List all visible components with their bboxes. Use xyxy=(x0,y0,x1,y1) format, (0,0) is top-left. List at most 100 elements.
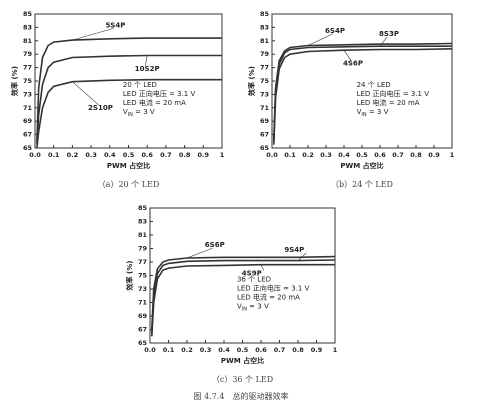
note: 36 个 LED xyxy=(237,276,271,284)
note: LED 正向电压 = 3.1 V xyxy=(237,284,310,293)
leader-line xyxy=(343,50,352,61)
note: LED 电流 = 20 mA xyxy=(357,98,420,107)
note: LED 电流 = 20 mA xyxy=(123,98,186,107)
series-label: 5S4P xyxy=(105,21,125,29)
y-tick-label: 73 xyxy=(260,90,269,98)
x-tick-label: 1 xyxy=(333,346,338,354)
y-axis-label: 效率 (%) xyxy=(247,66,256,96)
series-label: 10S2P xyxy=(135,65,160,73)
series-label: 6S6P xyxy=(205,241,225,249)
y-tick-label: 75 xyxy=(260,77,270,85)
y-tick-label: 71 xyxy=(23,104,33,112)
y-tick-label: 77 xyxy=(138,258,147,266)
figure-caption: 图 4.7.4 总的驱动器效率 xyxy=(194,391,289,401)
y-tick-label: 85 xyxy=(260,10,270,18)
x-tick-label: 0.5 xyxy=(123,151,135,159)
y-tick-label: 67 xyxy=(260,131,269,139)
x-tick-label: 0.4 xyxy=(338,151,350,159)
y-tick-label: 69 xyxy=(138,312,148,320)
leader-line xyxy=(144,55,148,66)
y-tick-label: 69 xyxy=(260,117,270,125)
y-tick-label: 79 xyxy=(138,245,148,253)
note-part: = 3 V xyxy=(247,303,269,311)
note: 24 个 LED xyxy=(357,81,391,89)
x-tick-label: 0.8 xyxy=(292,346,304,354)
series-line xyxy=(36,54,222,145)
x-axis-label: PWM 占空比 xyxy=(221,356,264,365)
y-tick-label: 71 xyxy=(260,104,270,112)
x-tick-label: 0.9 xyxy=(428,151,440,159)
y-tick-label: 65 xyxy=(138,339,148,347)
note-part: IN xyxy=(361,112,366,118)
y-tick-label: 83 xyxy=(23,23,32,31)
note-part: IN xyxy=(128,112,133,118)
chart-caption: （a）20 个 LED xyxy=(98,180,160,189)
chart-caption: （b）24 个 LED xyxy=(331,180,393,189)
y-tick-label: 67 xyxy=(138,326,147,334)
x-axis-label: PWM 占空比 xyxy=(340,161,383,170)
x-tick-label: 0.9 xyxy=(311,346,323,354)
note: LED 正向电压 = 3.1 V xyxy=(123,89,196,98)
note: LED 正向电压 = 3.1 V xyxy=(357,89,430,98)
leader-line xyxy=(72,81,99,106)
x-tick-label: 0.5 xyxy=(237,346,249,354)
note: VIN = 3 V xyxy=(237,303,269,313)
y-tick-label: 73 xyxy=(138,285,147,293)
x-tick-label: 0.6 xyxy=(141,151,153,159)
x-tick-label: 0.2 xyxy=(302,151,314,159)
x-tick-label: 0.2 xyxy=(181,346,193,354)
y-tick-label: 79 xyxy=(260,50,270,58)
series-line xyxy=(36,78,222,149)
y-tick-label: 65 xyxy=(23,144,33,152)
series-label: 8S3P xyxy=(379,30,399,38)
y-tick-label: 81 xyxy=(138,231,148,239)
x-tick-label: 0.8 xyxy=(179,151,191,159)
x-axis-label: PWM 占空比 xyxy=(107,161,150,170)
x-tick-label: 0.1 xyxy=(48,151,60,159)
leader-line xyxy=(307,33,334,46)
y-tick-label: 81 xyxy=(23,37,33,45)
series-line xyxy=(36,37,222,142)
x-tick-label: 0.9 xyxy=(198,151,210,159)
series-line xyxy=(151,263,335,337)
x-tick-label: 0.6 xyxy=(255,346,267,354)
x-tick-label: 0.1 xyxy=(163,346,175,354)
y-tick-label: 85 xyxy=(23,10,33,18)
leader-line xyxy=(379,36,388,47)
x-tick-label: 1 xyxy=(450,151,455,159)
y-tick-label: 79 xyxy=(23,50,33,58)
note: VIN = 3 V xyxy=(357,108,389,118)
leader-line xyxy=(186,247,213,259)
x-tick-label: 0.8 xyxy=(410,151,422,159)
y-tick-label: 69 xyxy=(23,117,33,125)
note-part: IN xyxy=(242,306,247,312)
series-label: 2S10P xyxy=(88,104,113,112)
x-tick-label: 0.3 xyxy=(320,151,332,159)
note: LED 电流 = 20 mA xyxy=(237,293,300,302)
x-tick-label: 0.4 xyxy=(104,151,116,159)
x-tick-label: 0.1 xyxy=(284,151,296,159)
x-tick-label: 0.7 xyxy=(274,346,286,354)
chart-caption: （c）36 个 LED xyxy=(212,375,273,384)
x-tick-label: 0.4 xyxy=(218,346,230,354)
y-axis-label: 效率 (%) xyxy=(10,66,19,96)
y-tick-label: 67 xyxy=(23,131,32,139)
y-tick-label: 77 xyxy=(260,64,269,72)
note: VIN = 3 V xyxy=(123,108,155,118)
x-tick-label: 0.5 xyxy=(356,151,368,159)
y-tick-label: 83 xyxy=(260,23,269,31)
y-axis-label: 效率 (%) xyxy=(125,261,134,291)
x-tick-label: 0.3 xyxy=(200,346,212,354)
y-tick-label: 71 xyxy=(138,299,148,307)
series-label: 6S4P xyxy=(325,27,345,35)
y-tick-label: 75 xyxy=(23,77,33,85)
x-tick-label: 0.7 xyxy=(160,151,172,159)
series-line xyxy=(151,255,336,330)
y-tick-label: 77 xyxy=(23,64,32,72)
series-line xyxy=(151,259,336,333)
series-label: 4S9P xyxy=(242,269,262,277)
leader-line xyxy=(72,28,114,41)
y-tick-label: 81 xyxy=(260,37,270,45)
x-tick-label: 1 xyxy=(220,151,225,159)
